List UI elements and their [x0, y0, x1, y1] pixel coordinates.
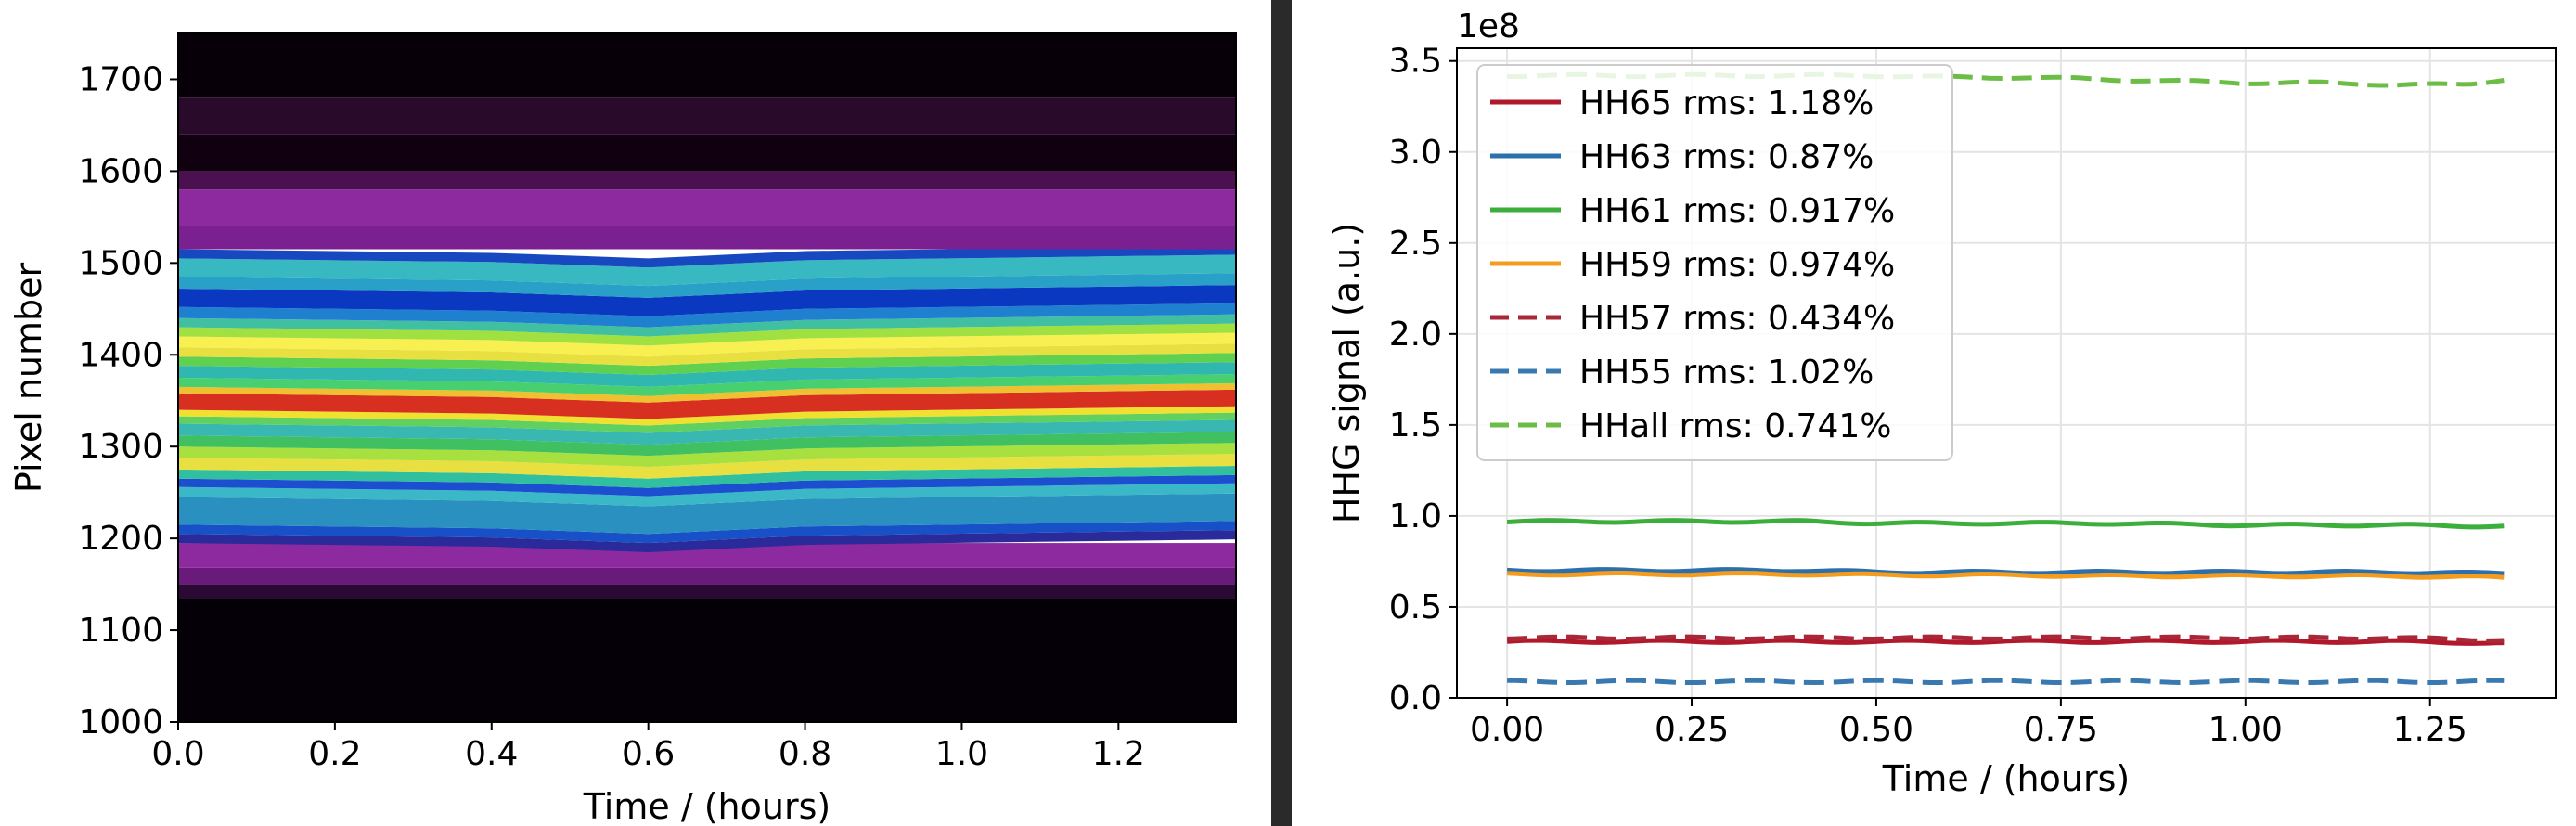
- legend-label: HH61 rms: 0.917%: [1579, 192, 1895, 230]
- line-x-tick-label: 0.25: [1655, 711, 1729, 749]
- heatmap-band: [178, 33, 1236, 98]
- line-y-tick-label: 1.5: [1389, 407, 1442, 445]
- heatmap-band: [178, 466, 1236, 488]
- line-chart-x-axis-label: Time / (hours): [1882, 758, 2130, 799]
- heatmap-band: [178, 530, 1236, 552]
- series-line: [1506, 638, 2505, 646]
- heatmap-y-tick-label: 1700: [78, 60, 163, 98]
- heatmap-x-axis-label: Time / (hours): [583, 786, 831, 826]
- heatmap-band: [178, 285, 1236, 316]
- heatmap-band: [178, 273, 1236, 298]
- heatmap-band: [178, 454, 1236, 479]
- legend-label: HH57 rms: 0.434%: [1579, 300, 1895, 338]
- heatmap-band: [178, 474, 1236, 497]
- heatmap-band: [178, 382, 1236, 403]
- line-y-tick-label: 2.5: [1389, 225, 1442, 263]
- heatmap-panel: 0.0 0.2 0.4 0.6 0.8 1.0 1.2 1000 1100 1200 1300 14…: [8, 32, 1237, 826]
- legend-label: HH65 rms: 1.18%: [1579, 84, 1874, 123]
- line-y-tick-label: 0.5: [1389, 588, 1442, 626]
- heatmap-band: [178, 406, 1236, 426]
- heatmap-band: [178, 483, 1236, 507]
- heatmap-band: [178, 303, 1236, 328]
- heatmap-band: [178, 419, 1236, 445]
- heatmap-band: [178, 314, 1236, 337]
- heatmap-band: [178, 343, 1236, 367]
- heatmap-band: [178, 521, 1236, 544]
- heatmap-x-tick-label: 0.4: [465, 735, 518, 773]
- line-y-tick-label: 3.5: [1389, 43, 1442, 81]
- line-y-tick-label: 0.0: [1389, 679, 1442, 717]
- heatmap-y-tick-label: 1400: [78, 336, 163, 374]
- heatmap-band: [178, 432, 1236, 457]
- heatmap-x-tick-label: 0.2: [308, 735, 361, 773]
- line-y-tick-label: 1.0: [1389, 497, 1442, 536]
- heatmap-x-tick-label: 0.8: [779, 735, 831, 773]
- heatmap-band: [178, 567, 1236, 585]
- heatmap-x-tick-label: 1.2: [1092, 735, 1145, 773]
- line-x-tick-label: 1.25: [2393, 711, 2467, 749]
- heatmap-band: [178, 189, 1236, 226]
- heatmap-band: [178, 362, 1236, 387]
- line-x-tick-label: 0.75: [2024, 711, 2098, 749]
- heatmap-band: [178, 598, 1236, 722]
- heatmap-band: [178, 171, 1236, 190]
- heatmap-band: [178, 332, 1236, 357]
- heatmap-y-axis-label: Pixel number: [8, 262, 49, 493]
- heatmap-x-tick-label: 0.6: [622, 735, 675, 773]
- y-axis-offset-text: 1e8: [1457, 7, 1520, 45]
- heatmap-band: [178, 323, 1236, 346]
- heatmap-y-tick-label: 1000: [78, 703, 163, 742]
- panel-divider: [1271, 0, 1292, 826]
- heatmap-band: [178, 443, 1236, 467]
- legend-label: HH55 rms: 1.02%: [1579, 354, 1874, 392]
- heatmap-y-tick-label: 1200: [78, 520, 163, 558]
- series-line: [1506, 518, 2505, 530]
- line-chart-panel: 0.00 0.25 0.50 0.75 1.00 1.25 0.0 0.5 1.0 1.5 2.0…: [1326, 7, 2557, 799]
- series-line: [1506, 570, 2505, 580]
- heatmap-band: [178, 254, 1236, 287]
- heatmap-band: [178, 374, 1236, 396]
- legend-box: [1476, 64, 1953, 461]
- line-x-tick-label: 0.00: [1470, 711, 1544, 749]
- legend: HH65 rms: 1.18% HH63 rms: 0.87% HH61 rms: …: [1476, 64, 1953, 461]
- series-line: [1507, 634, 2505, 643]
- line-chart-y-axis-label: HHG signal (a.u.): [1326, 223, 1367, 523]
- heatmap-x-tick-label: 0.0: [151, 735, 204, 773]
- series-line: [1507, 678, 2505, 686]
- heatmap-y-tick-label: 1600: [78, 152, 163, 190]
- line-y-tick-label: 2.0: [1389, 316, 1442, 354]
- heatmap-band: [178, 134, 1236, 172]
- heatmap-y-tick-label: 1300: [78, 428, 163, 466]
- heatmap-y-tick-label: 1100: [78, 612, 163, 650]
- heatmap-band: [178, 353, 1236, 375]
- heatmap-band: [178, 493, 1236, 535]
- line-x-tick-label: 0.50: [1839, 711, 1913, 749]
- line-x-tick-label: 1.00: [2209, 711, 2283, 749]
- heatmap-band: [178, 245, 1236, 268]
- legend-label: HHall rms: 0.741%: [1579, 407, 1891, 445]
- line-y-tick-label: 3.0: [1389, 134, 1442, 172]
- heatmap-y-tick-label: 1500: [78, 244, 163, 282]
- legend-label: HH63 rms: 0.87%: [1579, 138, 1874, 176]
- heatmap-band: [178, 584, 1236, 599]
- heatmap-band: [178, 97, 1236, 135]
- legend-label: HH59 rms: 0.974%: [1579, 246, 1895, 284]
- heatmap-band: [178, 226, 1236, 250]
- heatmap-band: [178, 389, 1236, 419]
- heatmap-x-tick-label: 1.0: [935, 735, 988, 773]
